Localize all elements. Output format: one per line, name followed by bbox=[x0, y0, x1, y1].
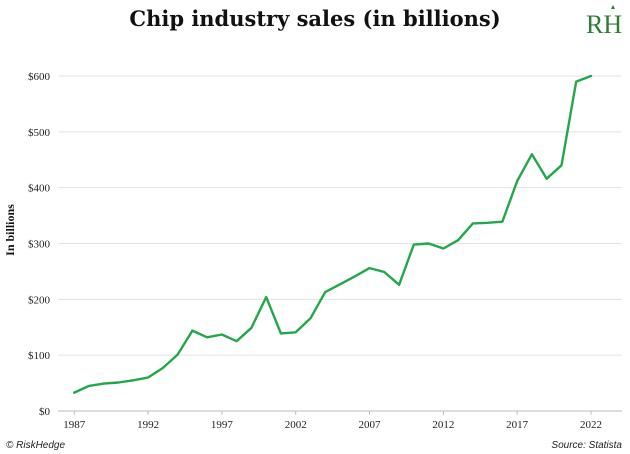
y-tick-label: $500 bbox=[28, 127, 51, 139]
y-tick-labels: $0 $100 $200 $300 $400 $500 $600 bbox=[28, 71, 51, 418]
source-text: Source: Statista bbox=[551, 440, 622, 451]
y-tick-label: $200 bbox=[28, 294, 51, 306]
x-tick-labels: 1987 1992 1997 2002 2007 2012 2017 2022 bbox=[63, 419, 602, 431]
y-tick-label: $0 bbox=[39, 406, 51, 418]
logo-lettering: RH bbox=[586, 10, 622, 39]
y-tick-label: $600 bbox=[28, 71, 51, 83]
grid-lines bbox=[58, 75, 622, 356]
x-tick-label: 2007 bbox=[359, 419, 382, 431]
y-axis-label: In billions bbox=[3, 204, 17, 256]
y-tick-label: $100 bbox=[28, 350, 51, 362]
axes bbox=[58, 410, 622, 415]
x-tick-label: 2012 bbox=[432, 419, 454, 431]
y-tick-label: $400 bbox=[28, 183, 51, 195]
series-line bbox=[72, 74, 593, 394]
y-tick-label: $300 bbox=[28, 239, 51, 251]
x-tick-label: 1992 bbox=[137, 419, 159, 431]
x-tick-label: 1987 bbox=[63, 419, 86, 431]
chart-title: Chip industry sales (in billions) bbox=[129, 6, 501, 31]
riskhedge-logo: RH bbox=[584, 5, 624, 43]
x-tick-label: 1997 bbox=[211, 419, 234, 431]
x-tick-label: 2022 bbox=[580, 419, 602, 431]
series-layer bbox=[72, 74, 593, 394]
x-tick-label: 2017 bbox=[506, 419, 529, 431]
credit-text: © RiskHedge bbox=[6, 440, 66, 451]
x-tick-label: 2002 bbox=[285, 419, 307, 431]
